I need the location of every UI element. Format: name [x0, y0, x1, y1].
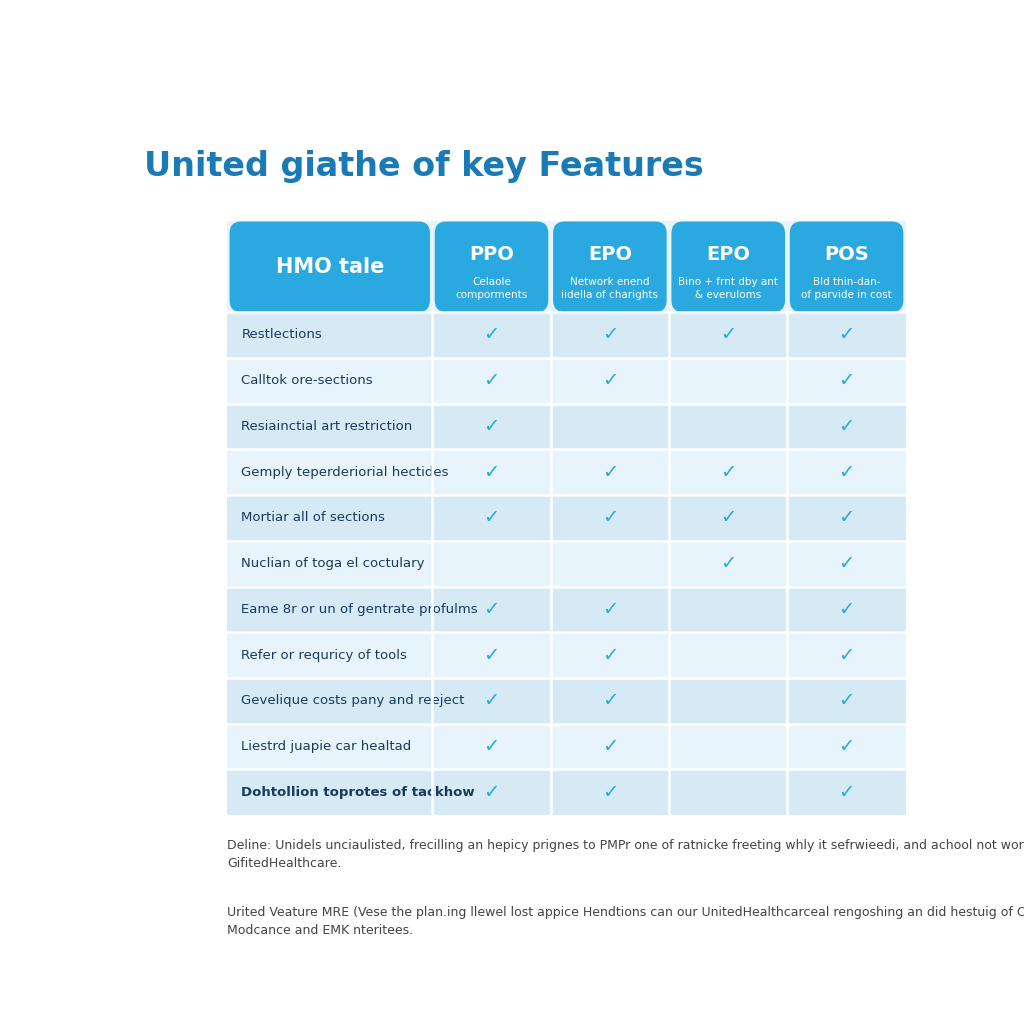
Text: Resiainctial art restriction: Resiainctial art restriction [242, 420, 413, 433]
Text: Refer or requricy of tools: Refer or requricy of tools [242, 648, 408, 662]
Text: ✓: ✓ [602, 737, 618, 756]
Text: ✓: ✓ [483, 417, 500, 436]
Bar [227, 450, 906, 495]
Text: ✓: ✓ [602, 463, 618, 481]
Text: HMO tale: HMO tale [275, 257, 384, 276]
FancyBboxPatch shape [672, 221, 785, 312]
FancyBboxPatch shape [790, 221, 903, 312]
Text: ✓: ✓ [839, 782, 855, 802]
Text: Nuclian of toga el coctulary: Nuclian of toga el coctulary [242, 557, 425, 570]
Text: Restlections: Restlections [242, 329, 323, 341]
Text: ✓: ✓ [839, 600, 855, 618]
Text: ✓: ✓ [602, 600, 618, 618]
Text: Gemply teperderiorial hectides: Gemply teperderiorial hectides [242, 466, 449, 478]
Text: ✓: ✓ [839, 417, 855, 436]
Text: ✓: ✓ [720, 554, 736, 573]
Text: EPO: EPO [707, 245, 751, 263]
Text: Gevelique costs pany and reeject: Gevelique costs pany and reeject [242, 694, 465, 708]
Bar [227, 769, 906, 815]
Text: ✓: ✓ [602, 645, 618, 665]
Bar [227, 403, 906, 450]
Text: ✓: ✓ [839, 645, 855, 665]
Text: ✓: ✓ [839, 554, 855, 573]
Bar [227, 678, 906, 724]
Bar [227, 587, 906, 632]
Text: ✓: ✓ [720, 463, 736, 481]
Text: ✓: ✓ [602, 372, 618, 390]
Text: ✓: ✓ [839, 737, 855, 756]
Text: ✓: ✓ [602, 326, 618, 344]
Text: EPO: EPO [588, 245, 632, 263]
Text: Liestrd juapie car healtad: Liestrd juapie car healtad [242, 740, 412, 753]
Text: ✓: ✓ [839, 463, 855, 481]
Text: Deline: Unidels unciaulisted, frecilling an hepicy prignes to PMPr one of ratnic: Deline: Unidels unciaulisted, frecilling… [227, 839, 1024, 869]
Text: POS: POS [824, 245, 869, 263]
Text: ✓: ✓ [720, 326, 736, 344]
Text: Dohtollion toprotes of tackhow: Dohtollion toprotes of tackhow [242, 785, 475, 799]
Bar [227, 541, 906, 587]
Text: Celaole
comporments: Celaole comporments [456, 278, 527, 300]
Text: Bld thin-dan-
of parvide in cost: Bld thin-dan- of parvide in cost [801, 278, 892, 300]
Bar [227, 221, 906, 815]
Text: ✓: ✓ [602, 691, 618, 711]
FancyBboxPatch shape [553, 221, 667, 312]
Text: ✓: ✓ [839, 508, 855, 527]
Text: Bino + frnt dby ant
& everuloms: Bino + frnt dby ant & everuloms [678, 278, 778, 300]
Text: Eame 8r or un of gentrate profulms: Eame 8r or un of gentrate profulms [242, 603, 478, 615]
Bar [227, 312, 906, 357]
Text: ✓: ✓ [483, 645, 500, 665]
Text: ✓: ✓ [483, 463, 500, 481]
FancyBboxPatch shape [435, 221, 548, 312]
Text: ✓: ✓ [483, 691, 500, 711]
Text: ✓: ✓ [602, 508, 618, 527]
Text: ✓: ✓ [839, 326, 855, 344]
Text: Urited Veature MRE (Vese the plan.ing llewel lost appice Hendtions can our Unite: Urited Veature MRE (Vese the plan.ing ll… [227, 906, 1024, 937]
Text: Network enend
iidella of charights: Network enend iidella of charights [561, 278, 658, 300]
Bar [227, 357, 906, 403]
FancyBboxPatch shape [229, 221, 430, 312]
Bar [227, 495, 906, 541]
Text: ✓: ✓ [839, 691, 855, 711]
Bar [227, 632, 906, 678]
Text: ✓: ✓ [483, 508, 500, 527]
Text: ✓: ✓ [483, 372, 500, 390]
Text: ✓: ✓ [483, 326, 500, 344]
Text: ✓: ✓ [483, 782, 500, 802]
Text: ✓: ✓ [483, 737, 500, 756]
Text: Mortiar all of sections: Mortiar all of sections [242, 511, 385, 524]
Text: ✓: ✓ [839, 372, 855, 390]
Text: United giathe of key Features: United giathe of key Features [143, 151, 703, 183]
Text: ✓: ✓ [720, 508, 736, 527]
Text: Calltok ore-sections: Calltok ore-sections [242, 374, 373, 387]
Text: ✓: ✓ [483, 600, 500, 618]
Bar [227, 724, 906, 769]
Text: PPO: PPO [469, 245, 514, 263]
Text: ✓: ✓ [602, 782, 618, 802]
